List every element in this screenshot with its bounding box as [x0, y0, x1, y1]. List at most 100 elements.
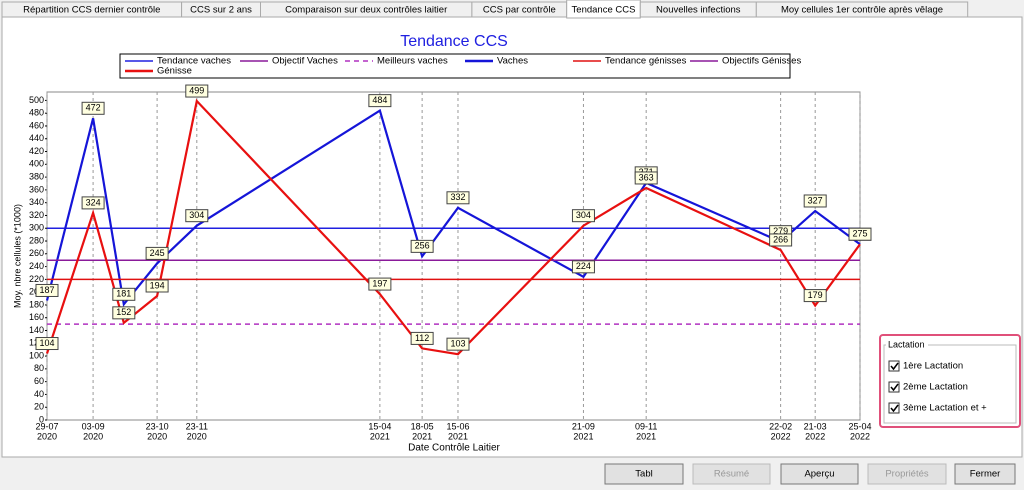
button-label[interactable]: Fermer: [970, 469, 1001, 480]
data-label: 197: [372, 278, 387, 288]
checkmark[interactable]: [890, 404, 899, 413]
button-label: Résumé: [714, 469, 749, 480]
y-tick-label: 480: [29, 108, 44, 118]
x-tick-label: 2020: [37, 431, 57, 441]
data-label: 363: [639, 172, 654, 182]
tab-label[interactable]: Tendance CCS: [572, 5, 636, 16]
x-tick-label: 2022: [850, 431, 870, 441]
data-label-box: [803, 194, 827, 208]
y-tick-label: 0: [39, 414, 44, 424]
x-tick-label: 15-06: [446, 421, 469, 431]
data-label: 472: [86, 103, 101, 113]
data-label-box: [446, 337, 470, 351]
data-label-box: [368, 94, 392, 108]
x-tick-label: 2021: [412, 431, 432, 441]
y-tick-label: 180: [29, 299, 44, 309]
legend-label: Génisse: [157, 66, 192, 77]
data-label-box: [571, 260, 595, 274]
data-label: 324: [86, 197, 101, 207]
data-label-box: [769, 233, 793, 247]
x-tick-label: 2021: [636, 431, 656, 441]
tab-label[interactable]: Moy cellules 1er contrôle après vêlage: [781, 5, 943, 16]
button-label: Propriétés: [885, 469, 929, 480]
y-tick-label: 420: [29, 146, 44, 156]
checkbox[interactable]: [888, 360, 900, 372]
checkbox[interactable]: [888, 402, 900, 414]
y-tick-label: 160: [29, 312, 44, 322]
lactation-group: [883, 344, 1017, 424]
y-tick-label: 280: [29, 235, 44, 245]
x-tick-label: 2020: [83, 431, 103, 441]
data-label-box: [35, 283, 59, 297]
button-label[interactable]: Tabl: [635, 469, 652, 480]
data-label: 327: [808, 195, 823, 205]
legend-label: Vaches: [497, 56, 528, 67]
y-tick-label: 260: [29, 248, 44, 258]
y-tick-label: 320: [29, 210, 44, 220]
data-label: 304: [189, 210, 204, 220]
data-label-box: [112, 306, 136, 320]
legend-label: Tendance vaches: [157, 56, 231, 67]
data-label-box: [446, 191, 470, 205]
checkbox-label[interactable]: 2ème Lactation: [903, 382, 968, 393]
button[interactable]: [780, 463, 859, 485]
x-axis-label: Date Contrôle Laitier: [408, 443, 500, 454]
x-tick-label: 09-11: [635, 421, 657, 431]
data-label: 103: [450, 339, 465, 349]
data-label: 104: [39, 338, 54, 348]
tab-label[interactable]: Nouvelles infections: [656, 5, 741, 16]
data-label: 332: [450, 192, 465, 202]
x-tick-label: 18-05: [411, 421, 434, 431]
button[interactable]: [604, 463, 684, 485]
checkmark[interactable]: [890, 383, 899, 392]
group-title: Lactation: [888, 339, 925, 349]
data-label: 484: [372, 95, 387, 105]
data-label: 152: [116, 307, 131, 317]
x-tick-label: 03-09: [82, 421, 105, 431]
data-label: 256: [415, 241, 430, 251]
button[interactable]: [954, 463, 1016, 485]
x-tick-label: 2022: [805, 431, 825, 441]
x-tick-label: 21-03: [804, 421, 827, 431]
tab-label[interactable]: Répartition CCS dernier contrôle: [23, 5, 160, 16]
tab-label[interactable]: CCS par contrôle: [483, 5, 556, 16]
checkbox-label[interactable]: 1ère Lactation: [903, 361, 963, 372]
y-tick-label: 20: [34, 402, 44, 412]
x-tick-label: 2021: [370, 431, 390, 441]
data-label: 499: [189, 85, 204, 95]
y-tick-label: 360: [29, 184, 44, 194]
data-label-box: [81, 196, 105, 210]
x-tick-label: 2020: [187, 431, 207, 441]
data-label-box: [634, 171, 658, 185]
chart-title: Tendance CCS: [400, 33, 508, 50]
button-label[interactable]: Aperçu: [804, 469, 834, 480]
data-label: 194: [150, 280, 165, 290]
data-label-box: [145, 279, 169, 293]
tab-label[interactable]: CCS sur 2 ans: [190, 5, 252, 16]
y-tick-label: 440: [29, 133, 44, 143]
data-label: 266: [773, 234, 788, 244]
data-label-box: [571, 209, 595, 223]
y-tick-label: 340: [29, 197, 44, 207]
x-tick-label: 23-11: [186, 421, 208, 431]
tab-label[interactable]: Comparaison sur deux contrôles laitier: [285, 5, 447, 16]
x-tick-label: 29-07: [35, 421, 58, 431]
data-label: 179: [808, 290, 823, 300]
x-tick-label: 2021: [448, 431, 468, 441]
data-label-box: [410, 239, 434, 253]
data-label-box: [848, 227, 872, 241]
lactation-highlight: [879, 334, 1021, 428]
checkbox-label[interactable]: 3ème Lactation et +: [903, 403, 987, 414]
checkmark[interactable]: [890, 362, 899, 371]
x-tick-label: 23-10: [146, 421, 169, 431]
legend-label: Meilleurs vaches: [377, 56, 448, 67]
data-label-box: [368, 277, 392, 291]
data-label-box: [185, 209, 209, 223]
tab[interactable]: [755, 1, 969, 18]
x-tick-label: 2021: [573, 431, 593, 441]
data-label-box: [803, 289, 827, 303]
legend-label: Tendance génisses: [605, 56, 687, 67]
data-label: 304: [576, 210, 591, 220]
y-tick-label: 240: [29, 261, 44, 271]
checkbox[interactable]: [888, 381, 900, 393]
